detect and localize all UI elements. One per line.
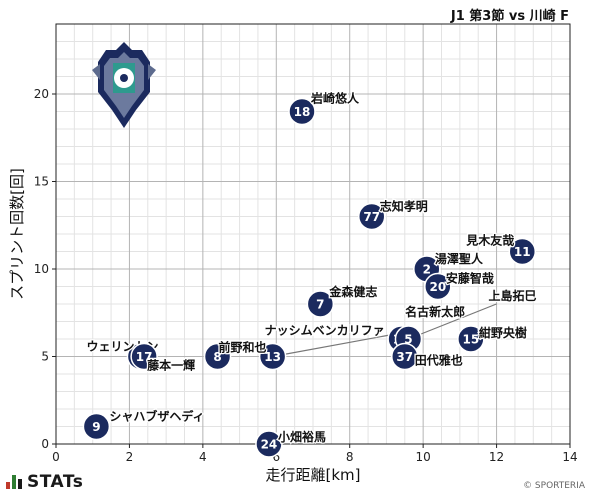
x-tick-label: 6 xyxy=(272,450,280,464)
x-tick-label: 14 xyxy=(562,450,577,464)
match-title: J1 第3節 vs 川崎 F xyxy=(450,9,569,24)
player-number: 24 xyxy=(261,438,278,452)
x-axis-label: 走行距離[km] xyxy=(265,466,360,484)
player-marker xyxy=(255,430,283,458)
player-name: 見木友哉 xyxy=(465,233,514,248)
y-axis-label: スプリント回数[回] xyxy=(8,168,26,300)
player-point-7: 7 金森健志 xyxy=(306,283,379,318)
player-name: 紺野央樹 xyxy=(479,325,527,340)
player-marker xyxy=(424,272,452,301)
player-number: 7 xyxy=(316,298,324,312)
plot-frame xyxy=(55,23,571,445)
player-name: 名古新太郎 xyxy=(405,304,465,319)
player-name: シャハブザヘディ xyxy=(109,409,204,424)
x-tick-label: 2 xyxy=(126,450,134,464)
player-number: 11 xyxy=(514,245,531,259)
player-marker xyxy=(391,342,419,371)
player-marker xyxy=(82,412,111,441)
player-name: 田代雅也 xyxy=(415,353,463,368)
player-number: 18 xyxy=(294,105,311,119)
player-marker xyxy=(258,342,287,371)
player-name: 前野和也 xyxy=(219,340,267,355)
leader-lines xyxy=(272,303,497,358)
stats-brand-text: STATs xyxy=(27,472,84,492)
player-point-9: 9 シャハブザヘディ xyxy=(82,407,206,441)
x-tick-label: 4 xyxy=(199,450,207,464)
player-number: 15 xyxy=(463,333,480,347)
player-name: 小畑裕馬 xyxy=(278,429,326,444)
player-name: 金森健志 xyxy=(328,284,377,299)
player-name: 上島拓巳 xyxy=(488,288,536,303)
player-marker xyxy=(130,342,158,371)
y-tick-labels: 0 5 10 15 20 xyxy=(34,87,56,451)
player-points: 18岩崎悠人77志知孝明11見木友哉2湯澤聖人20安藤智哉7金森健志14名古新太… xyxy=(82,89,538,458)
player-number: 20 xyxy=(429,280,446,294)
player-number: 77 xyxy=(363,210,380,224)
player-name: 岩崎悠人 xyxy=(310,91,360,106)
y-tick-label: 10 xyxy=(34,262,49,276)
avispa-crest-icon xyxy=(92,42,156,128)
leader-line xyxy=(272,333,393,358)
player-number: 13 xyxy=(264,350,281,364)
player-marker xyxy=(203,342,232,371)
stats-bars-icon xyxy=(6,475,22,489)
y-tick-label: 15 xyxy=(34,175,49,189)
player-marker xyxy=(288,97,316,126)
player-point-15: 15 紺野央樹 xyxy=(457,324,528,353)
x-tick-label: 0 xyxy=(52,450,60,464)
stats-brand: STATs xyxy=(6,472,83,492)
player-name: 志知孝明 xyxy=(380,199,428,214)
player-marker xyxy=(508,237,537,266)
player-number: 2 xyxy=(423,263,431,277)
player-number: 37 xyxy=(396,350,413,364)
player-number: 5 xyxy=(404,333,412,347)
leader-line xyxy=(408,303,497,340)
x-tick-label: 8 xyxy=(346,450,354,464)
player-number: 17 xyxy=(136,350,153,364)
y-tick-label: 5 xyxy=(41,350,49,364)
player-point-2: 2 湯澤聖人 xyxy=(413,250,485,283)
player-marker xyxy=(357,202,386,231)
player-number: 9 xyxy=(92,420,100,434)
y-tick-label: 0 xyxy=(41,437,49,451)
x-tick-label: 12 xyxy=(489,450,504,464)
player-marker xyxy=(306,290,335,318)
player-point-37: 37 田代雅也 xyxy=(391,342,464,371)
player-marker xyxy=(457,325,485,353)
x-tick-label: 10 xyxy=(416,450,431,464)
y-tick-label: 20 xyxy=(34,87,49,101)
player-number: 8 xyxy=(213,350,221,364)
x-tick-labels: 0 2 4 6 8 10 12 14 xyxy=(52,444,578,464)
player-name: ナッシムベンカリファ xyxy=(265,324,385,338)
player-name: 安藤智哉 xyxy=(446,271,494,286)
player-name: 藤本一輝 xyxy=(146,358,195,373)
player-point-13: 13 ナッシムベンカリファ xyxy=(258,322,386,371)
player-name: 湯澤聖人 xyxy=(435,251,484,266)
copyright: © SPORTERIA xyxy=(523,481,585,491)
